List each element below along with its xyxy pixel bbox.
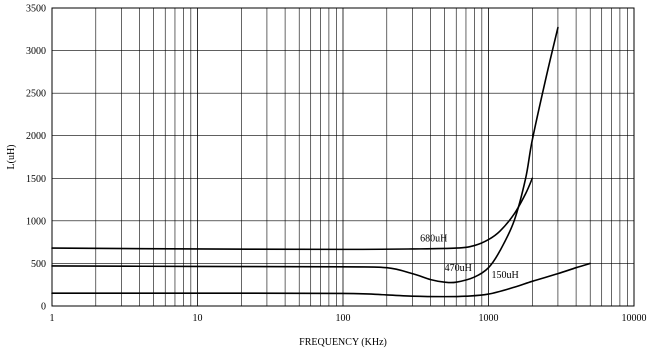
tick-labels: 1 10 100 1000 10000 0 500 1000 1500 2000 2500 3000 3…: [26, 4, 647, 325]
y-tick-label: 2000: [26, 131, 46, 142]
series-line-1: [51, 26, 559, 284]
y-tick-label: 500: [31, 259, 46, 270]
series-label: 470uH: [445, 263, 472, 274]
series-label: 680uH: [420, 233, 447, 244]
series-line-2: [51, 262, 591, 298]
series-lines: [51, 26, 591, 298]
x-axis-label: FREQUENCY (KHz): [299, 337, 387, 348]
y-tick-label: 1500: [26, 174, 46, 185]
y-axis-label: L(uH): [6, 145, 17, 170]
x-tick-label: 10: [193, 313, 203, 324]
y-tick-label: 2500: [26, 89, 46, 100]
y-tick-label: 1000: [26, 216, 46, 227]
y-tick-label: 3500: [26, 4, 46, 15]
y-tick-label: 0: [41, 302, 46, 313]
x-tick-label: 1000: [479, 313, 499, 324]
y-tick-label: 3000: [26, 46, 46, 57]
grid: [52, 8, 634, 306]
x-tick-label: 100: [336, 313, 351, 324]
x-tick-label: 1: [50, 313, 55, 324]
series-line-0: [51, 177, 534, 251]
series-label: 150uH: [491, 270, 518, 281]
plot-frame: [51, 7, 635, 307]
x-tick-label: 10000: [622, 313, 647, 324]
series-labels: 680uH 470uH 150uH: [420, 233, 519, 281]
